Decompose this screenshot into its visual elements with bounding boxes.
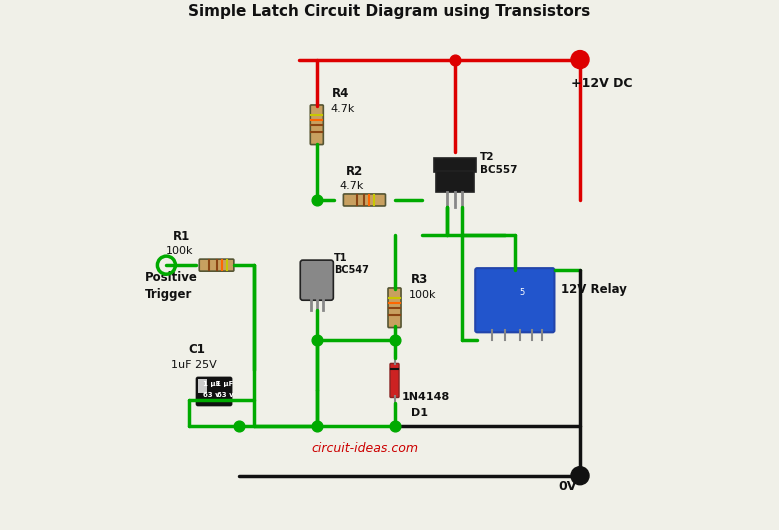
Bar [198, 379, 207, 393]
Text: 63 v: 63 v [217, 392, 234, 398]
Text: R1: R1 [173, 230, 190, 243]
Text: T1: T1 [334, 253, 348, 263]
Text: T2: T2 [480, 152, 494, 162]
Text: 1N4148: 1N4148 [402, 393, 450, 402]
Point [233, 421, 245, 430]
FancyBboxPatch shape [475, 268, 555, 332]
Text: 4.7k: 4.7k [330, 104, 354, 114]
Text: circuit-ideas.com: circuit-ideas.com [311, 441, 418, 455]
Point [449, 55, 461, 64]
Text: Trigger: Trigger [145, 288, 192, 301]
FancyBboxPatch shape [388, 288, 401, 328]
Text: 100k: 100k [408, 290, 436, 300]
FancyBboxPatch shape [344, 194, 386, 206]
Point [388, 421, 400, 430]
Text: 1 µF: 1 µF [203, 382, 220, 387]
Point [311, 421, 323, 430]
Title: Simple Latch Circuit Diagram using Transistors: Simple Latch Circuit Diagram using Trans… [189, 4, 590, 19]
Text: 0V: 0V [559, 480, 576, 493]
FancyBboxPatch shape [310, 105, 323, 145]
Circle shape [571, 50, 589, 68]
Text: BC547: BC547 [334, 265, 369, 275]
Text: 100k: 100k [166, 246, 194, 256]
Text: R4: R4 [332, 87, 349, 100]
FancyBboxPatch shape [300, 260, 333, 300]
Text: R2: R2 [346, 165, 363, 178]
Bar [435, 171, 474, 192]
FancyBboxPatch shape [196, 377, 231, 405]
Text: D1: D1 [411, 408, 428, 418]
FancyBboxPatch shape [390, 364, 399, 398]
Text: 63 v: 63 v [203, 392, 220, 398]
Text: 4.7k: 4.7k [340, 181, 364, 191]
Text: Positive: Positive [145, 271, 198, 284]
Point [388, 336, 400, 344]
Text: BC557: BC557 [480, 165, 517, 175]
Circle shape [571, 467, 589, 485]
Text: 5: 5 [520, 288, 525, 297]
Point [311, 196, 323, 204]
Text: C1: C1 [188, 343, 205, 356]
FancyBboxPatch shape [199, 259, 234, 271]
Text: 1 µF: 1 µF [217, 382, 234, 387]
Text: +12V DC: +12V DC [571, 77, 633, 90]
Point [311, 336, 323, 344]
Bar [434, 158, 476, 172]
Text: R3: R3 [411, 273, 428, 286]
Text: 12V Relay: 12V Relay [561, 282, 627, 296]
Text: 1uF 25V: 1uF 25V [171, 360, 217, 370]
